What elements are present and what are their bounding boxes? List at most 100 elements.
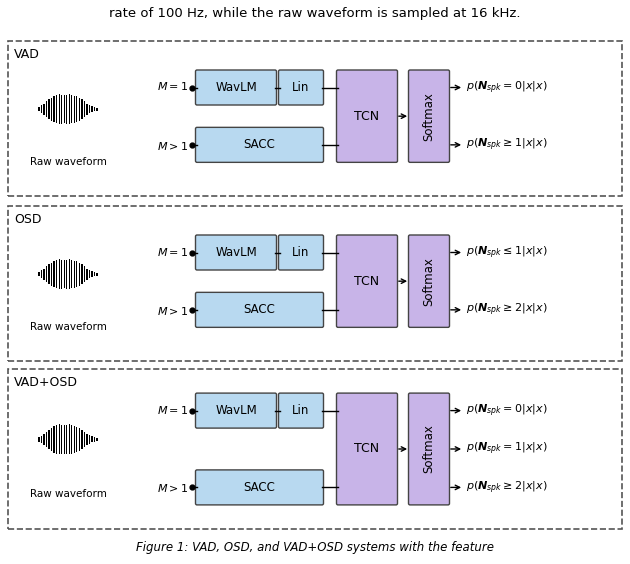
Bar <box>41 271 42 278</box>
Bar <box>46 431 47 447</box>
Text: SACC: SACC <box>244 481 275 494</box>
Bar <box>76 96 77 122</box>
Text: Softmax: Softmax <box>423 92 435 140</box>
Bar <box>66 425 67 454</box>
Text: $p(\boldsymbol{N}_{spk}=1|x|x)$: $p(\boldsymbol{N}_{spk}=1|x|x)$ <box>466 441 547 457</box>
Text: Raw waveform: Raw waveform <box>30 157 106 167</box>
Text: Figure 1: VAD, OSD, and VAD+OSD systems with the feature: Figure 1: VAD, OSD, and VAD+OSD systems … <box>136 541 494 554</box>
Bar <box>46 266 47 282</box>
Bar <box>71 425 72 453</box>
Bar <box>56 260 57 288</box>
Bar <box>64 425 65 453</box>
Text: $M>1$: $M>1$ <box>157 140 188 152</box>
FancyBboxPatch shape <box>195 393 277 428</box>
Bar <box>49 430 50 449</box>
Bar <box>89 105 90 113</box>
Bar <box>79 262 80 286</box>
Bar <box>79 98 80 121</box>
Bar <box>86 104 88 115</box>
Text: $M=1$: $M=1$ <box>157 245 188 258</box>
Bar <box>56 95 57 124</box>
Text: WavLM: WavLM <box>215 81 257 94</box>
Text: $p(\boldsymbol{N}_{spk}\geq 2|x|x)$: $p(\boldsymbol{N}_{spk}\geq 2|x|x)$ <box>466 479 547 496</box>
Text: SACC: SACC <box>244 303 275 316</box>
Bar <box>43 434 45 445</box>
FancyBboxPatch shape <box>278 393 323 428</box>
Bar <box>41 435 42 443</box>
Bar <box>96 108 98 111</box>
Bar <box>59 94 60 124</box>
FancyBboxPatch shape <box>408 393 449 505</box>
Text: $p(\boldsymbol{N}_{spk}=0|x|x)$: $p(\boldsymbol{N}_{spk}=0|x|x)$ <box>466 402 547 419</box>
Bar <box>86 434 88 445</box>
Bar <box>38 437 40 442</box>
Bar <box>84 266 85 282</box>
Bar <box>69 259 70 289</box>
FancyBboxPatch shape <box>408 235 449 327</box>
Bar <box>51 428 52 451</box>
Bar <box>64 260 65 288</box>
Bar <box>89 270 90 279</box>
Text: rate of 100 Hz, while the raw waveform is sampled at 16 kHz.: rate of 100 Hz, while the raw waveform i… <box>109 7 521 20</box>
Bar <box>49 265 50 284</box>
Text: Raw waveform: Raw waveform <box>30 489 106 499</box>
Bar <box>8 41 622 196</box>
Text: TCN: TCN <box>355 443 379 456</box>
Text: TCN: TCN <box>355 275 379 288</box>
Bar <box>86 268 88 280</box>
FancyBboxPatch shape <box>336 235 398 327</box>
Bar <box>74 96 75 123</box>
Bar <box>51 262 52 286</box>
Bar <box>94 437 95 442</box>
Text: $p(\boldsymbol{N}_{spk}=0|x|x)$: $p(\boldsymbol{N}_{spk}=0|x|x)$ <box>466 80 547 96</box>
Bar <box>61 425 62 454</box>
Bar <box>54 261 55 288</box>
Bar <box>49 99 50 119</box>
Bar <box>91 271 93 277</box>
Bar <box>51 98 52 121</box>
Bar <box>54 426 55 452</box>
FancyBboxPatch shape <box>195 235 277 270</box>
Text: VAD: VAD <box>14 48 40 61</box>
Text: Lin: Lin <box>292 404 310 417</box>
Bar <box>76 426 77 452</box>
Text: SACC: SACC <box>244 138 275 151</box>
Text: TCN: TCN <box>355 109 379 123</box>
Bar <box>46 102 47 117</box>
Bar <box>41 105 42 113</box>
Bar <box>74 426 75 453</box>
Text: Lin: Lin <box>292 246 310 259</box>
Bar <box>71 260 72 288</box>
Bar <box>8 206 622 361</box>
Bar <box>71 95 72 124</box>
Bar <box>69 424 70 455</box>
Text: Lin: Lin <box>292 81 310 94</box>
Bar <box>79 428 80 451</box>
Bar <box>96 273 98 276</box>
Bar <box>76 262 77 287</box>
Text: OSD: OSD <box>14 213 42 226</box>
FancyBboxPatch shape <box>278 70 323 105</box>
Bar <box>84 431 85 447</box>
Text: $M>1$: $M>1$ <box>157 482 188 495</box>
Bar <box>66 259 67 289</box>
Bar <box>69 94 70 124</box>
Bar <box>8 369 622 529</box>
Text: VAD+OSD: VAD+OSD <box>14 376 78 389</box>
Bar <box>81 99 83 119</box>
FancyBboxPatch shape <box>195 127 323 162</box>
Bar <box>96 438 98 441</box>
Text: Softmax: Softmax <box>423 257 435 306</box>
Text: $M=1$: $M=1$ <box>157 81 188 92</box>
Text: $p(\boldsymbol{N}_{spk}\leq 1|x|x)$: $p(\boldsymbol{N}_{spk}\leq 1|x|x)$ <box>466 244 547 261</box>
Text: $p(\boldsymbol{N}_{spk}\geq 2|x|x)$: $p(\boldsymbol{N}_{spk}\geq 2|x|x)$ <box>466 302 547 318</box>
Bar <box>84 102 85 117</box>
Bar <box>61 95 62 124</box>
FancyBboxPatch shape <box>408 70 449 162</box>
FancyBboxPatch shape <box>195 470 323 505</box>
Bar <box>38 107 40 112</box>
Text: Softmax: Softmax <box>423 425 435 473</box>
Bar <box>61 259 62 289</box>
Bar <box>38 272 40 276</box>
Bar <box>81 265 83 284</box>
